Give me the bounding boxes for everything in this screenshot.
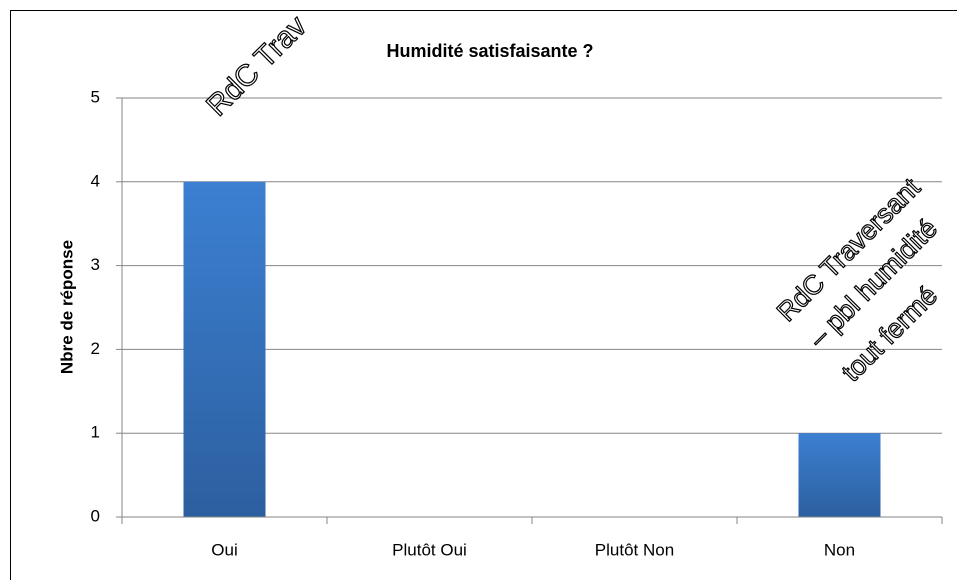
y-tick-label: 5 [91,87,100,106]
x-tick-label: Oui [211,540,237,559]
y-tick-label: 0 [91,506,100,525]
y-tick-label: 1 [91,423,100,442]
y-tick-label: 4 [91,171,100,190]
chart-border [10,10,957,580]
x-tick-label: Non [824,540,855,559]
bar [798,433,881,517]
x-tick-label: Plutôt Non [595,540,674,559]
x-tick-label: Plutôt Oui [392,540,467,559]
y-tick-label: 3 [91,255,100,274]
y-tick-label: 2 [91,339,100,358]
y-axis-label: Nbre de réponse [57,240,76,374]
chart-title: Humidité satisfaisante ? [386,41,593,61]
bar [183,181,266,518]
annotation: RdC Trav [200,10,313,123]
